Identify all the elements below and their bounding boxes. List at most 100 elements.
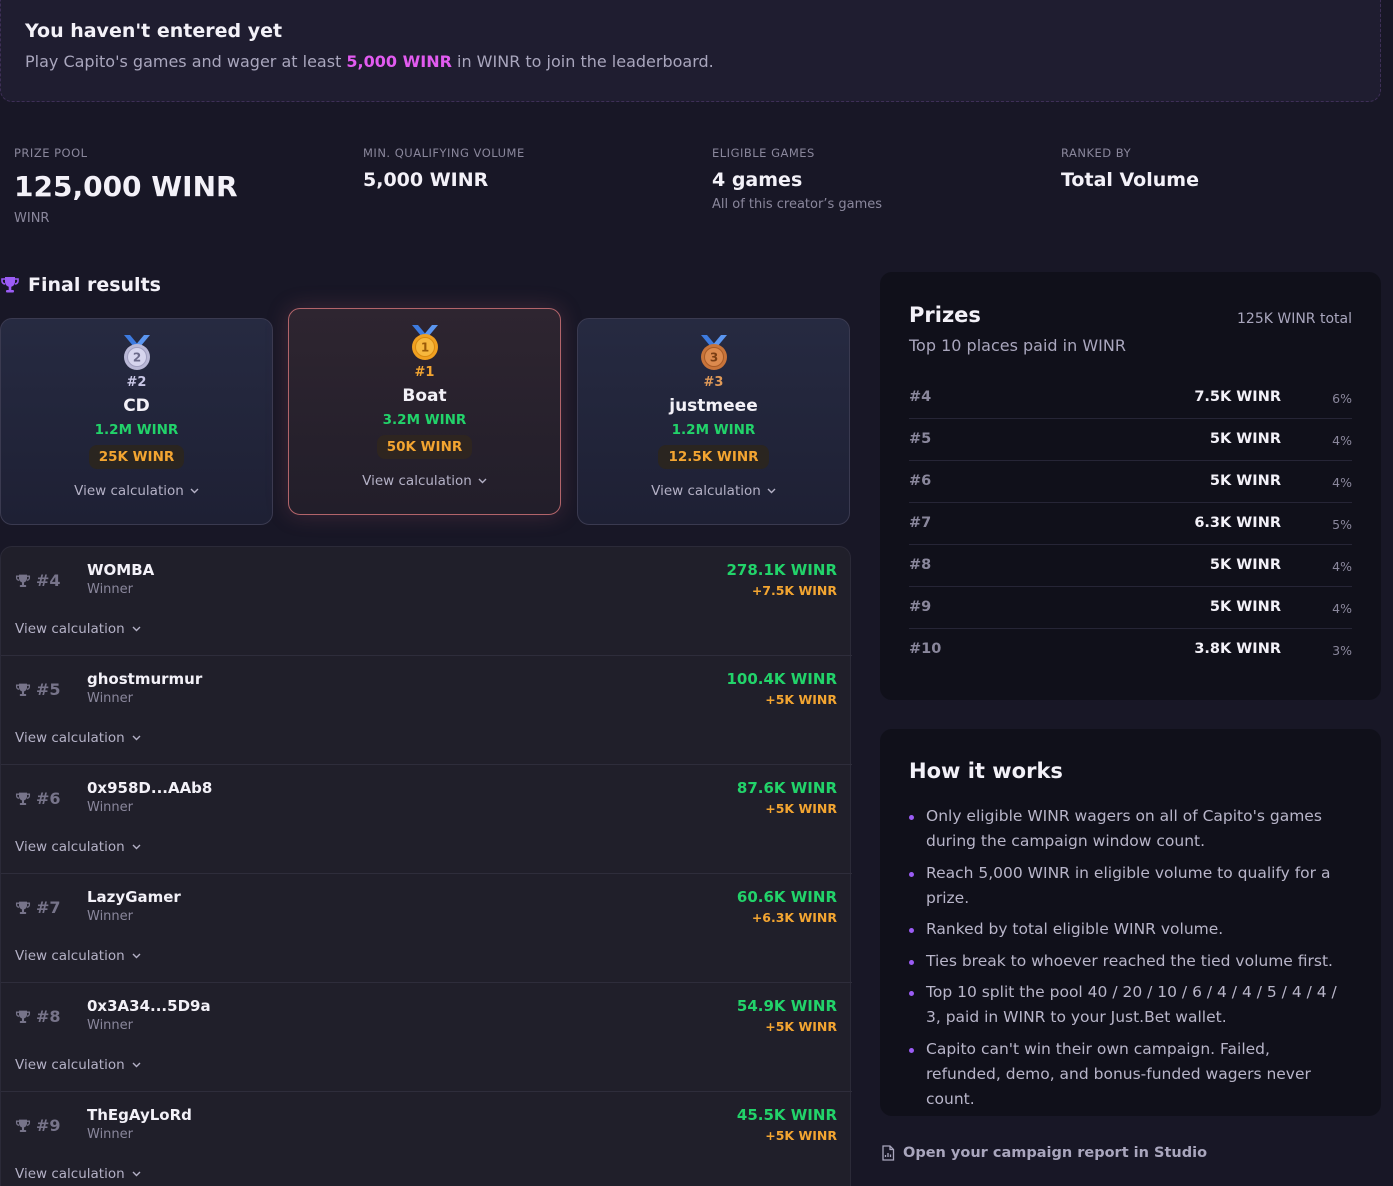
podium-rank: #2: [126, 375, 147, 390]
prizes-title: Prizes: [909, 303, 981, 327]
player-status: Winner: [87, 1127, 134, 1142]
view-calculation-button[interactable]: View calculation: [15, 948, 141, 964]
how-it-works-item: Capito can't win their own campaign. Fai…: [909, 1037, 1349, 1112]
view-calculation-label: View calculation: [651, 483, 761, 499]
how-it-works-text: Capito can't win their own campaign. Fai…: [926, 1039, 1311, 1108]
banner-text-after: in WINR to join the leaderboard.: [451, 52, 714, 71]
player-name: LazyGamer: [87, 888, 181, 906]
rank-number: #8: [36, 1007, 61, 1026]
player-name: ghostmurmur: [87, 670, 203, 688]
prize-percent: 6%: [1332, 391, 1352, 406]
stat-label: PRIZE POOL: [14, 146, 88, 160]
trophy-icon: [15, 1010, 31, 1023]
view-calculation-button[interactable]: View calculation: [362, 473, 487, 489]
trophy-icon: [15, 1119, 31, 1132]
prize-amount: 5K WINR: [1209, 431, 1281, 447]
how-it-works-card: How it works Only eligible WINR wagers o…: [880, 729, 1381, 1116]
player-volume: 54.9K WINR: [736, 997, 837, 1015]
stat-eligible-games: ELIGIBLE GAMES 4 games All of this creat…: [712, 146, 882, 212]
leaderboard-row: #8 0x3A34...5D9a Winner 54.9K WINR +5K W…: [1, 983, 852, 1092]
medal-icon: 1: [411, 325, 438, 360]
player-prize: +5K WINR: [765, 692, 837, 707]
rank-number: #5: [36, 680, 61, 699]
trophy-icon: [15, 901, 31, 914]
stat-ranked-by: RANKED BY Total Volume: [1061, 146, 1199, 191]
view-calculation-button[interactable]: View calculation: [651, 483, 776, 499]
leaderboard-row: #5 ghostmurmur Winner 100.4K WINR +5K WI…: [1, 656, 852, 765]
bullet-dot: [909, 1047, 914, 1053]
player-volume: 45.5K WINR: [736, 1106, 837, 1124]
chevron-down-icon: [132, 953, 141, 959]
prize-percent: 3%: [1332, 643, 1352, 658]
bullet-dot: [909, 871, 914, 877]
prize-rank: #7: [909, 515, 932, 531]
not-entered-banner: You haven't entered yet Play Capito's ga…: [0, 0, 1381, 102]
final-results-heading: Final results: [0, 274, 161, 296]
player-name: ThEgAyLoRd: [87, 1106, 192, 1124]
banner-text: Play Capito's games and wager at least 5…: [25, 52, 1356, 71]
prize-percent: 4%: [1332, 433, 1352, 448]
player-name: 0x3A34...5D9a: [87, 997, 211, 1015]
prize-row: #5 5K WINR 4%: [909, 419, 1352, 461]
chevron-down-icon: [132, 735, 141, 741]
row-rank: #4: [15, 571, 61, 590]
view-calculation-button[interactable]: View calculation: [74, 483, 199, 499]
podium-volume: 1.2M WINR: [94, 422, 179, 438]
medal-icon: 2: [123, 335, 150, 370]
prize-rank: #5: [909, 431, 932, 447]
stat-value: 125,000 WINR: [14, 170, 238, 203]
prizes-subtitle: Top 10 places paid in WINR: [909, 336, 1126, 355]
prize-rank: #8: [909, 557, 932, 573]
player-status: Winner: [87, 691, 134, 706]
how-it-works-item: Reach 5,000 WINR in eligible volume to q…: [909, 861, 1349, 911]
prize-row: #6 5K WINR 4%: [909, 461, 1352, 503]
leaderboard-row: #6 0x958D...AAb8 Winner 87.6K WINR +5K W…: [1, 765, 852, 874]
row-rank: #5: [15, 680, 61, 699]
podium-name: justmeee: [669, 396, 758, 416]
podium-rank: #1: [414, 365, 435, 380]
row-rank: #9: [15, 1116, 61, 1135]
rank-number: #7: [36, 898, 61, 917]
min-volume-highlight: 5,000 WINR: [346, 52, 452, 71]
player-prize: +6.3K WINR: [751, 910, 837, 925]
prize-amount: 5K WINR: [1209, 473, 1281, 489]
view-calculation-button[interactable]: View calculation: [15, 1057, 141, 1073]
how-it-works-item: Only eligible WINR wagers on all of Capi…: [909, 804, 1349, 854]
player-prize: +5K WINR: [765, 1019, 837, 1034]
podium-volume: 3.2M WINR: [382, 412, 467, 428]
how-it-works-text: Only eligible WINR wagers on all of Capi…: [926, 807, 1322, 850]
how-it-works-text: Reach 5,000 WINR in eligible volume to q…: [926, 863, 1331, 907]
studio-link-label: Open your campaign report in Studio: [903, 1145, 1208, 1161]
view-calculation-button[interactable]: View calculation: [15, 839, 141, 855]
podium-prize-badge: 50K WINR: [376, 435, 473, 459]
medal-number: 2: [132, 351, 140, 365]
prize-rank: #6: [909, 473, 932, 489]
view-calculation-label: View calculation: [362, 473, 472, 489]
chevron-down-icon: [767, 488, 776, 494]
banner-title: You haven't entered yet: [25, 20, 283, 42]
trophy-icon: [1, 277, 19, 293]
stat-label: ELIGIBLE GAMES: [712, 146, 815, 160]
rank-number: #4: [36, 571, 61, 590]
bullet-dot: [909, 991, 914, 996]
stat-value: 5,000 WINR: [363, 169, 489, 191]
player-prize: +5K WINR: [765, 801, 837, 816]
view-calculation-button[interactable]: View calculation: [15, 1166, 141, 1182]
chevron-down-icon: [132, 1062, 141, 1068]
view-calculation-button[interactable]: View calculation: [15, 730, 141, 746]
trophy-icon: [15, 683, 31, 696]
prize-amount: 5K WINR: [1209, 557, 1281, 573]
stat-label: RANKED BY: [1061, 146, 1132, 160]
stat-value: 4 games: [712, 169, 803, 191]
open-studio-report-link[interactable]: Open your campaign report in Studio: [881, 1145, 1207, 1161]
prize-amount: 5K WINR: [1209, 599, 1281, 615]
view-calculation-button[interactable]: View calculation: [15, 621, 141, 637]
chevron-down-icon: [132, 844, 141, 850]
player-prize: +7.5K WINR: [751, 583, 837, 598]
prize-amount: 6.3K WINR: [1194, 515, 1281, 531]
player-volume: 60.6K WINR: [736, 888, 837, 906]
player-volume: 100.4K WINR: [726, 670, 837, 688]
how-it-works-item: Top 10 split the pool 40 / 20 / 10 / 6 /…: [909, 980, 1349, 1030]
chevron-down-icon: [132, 626, 141, 632]
view-calculation-label: View calculation: [74, 483, 184, 499]
